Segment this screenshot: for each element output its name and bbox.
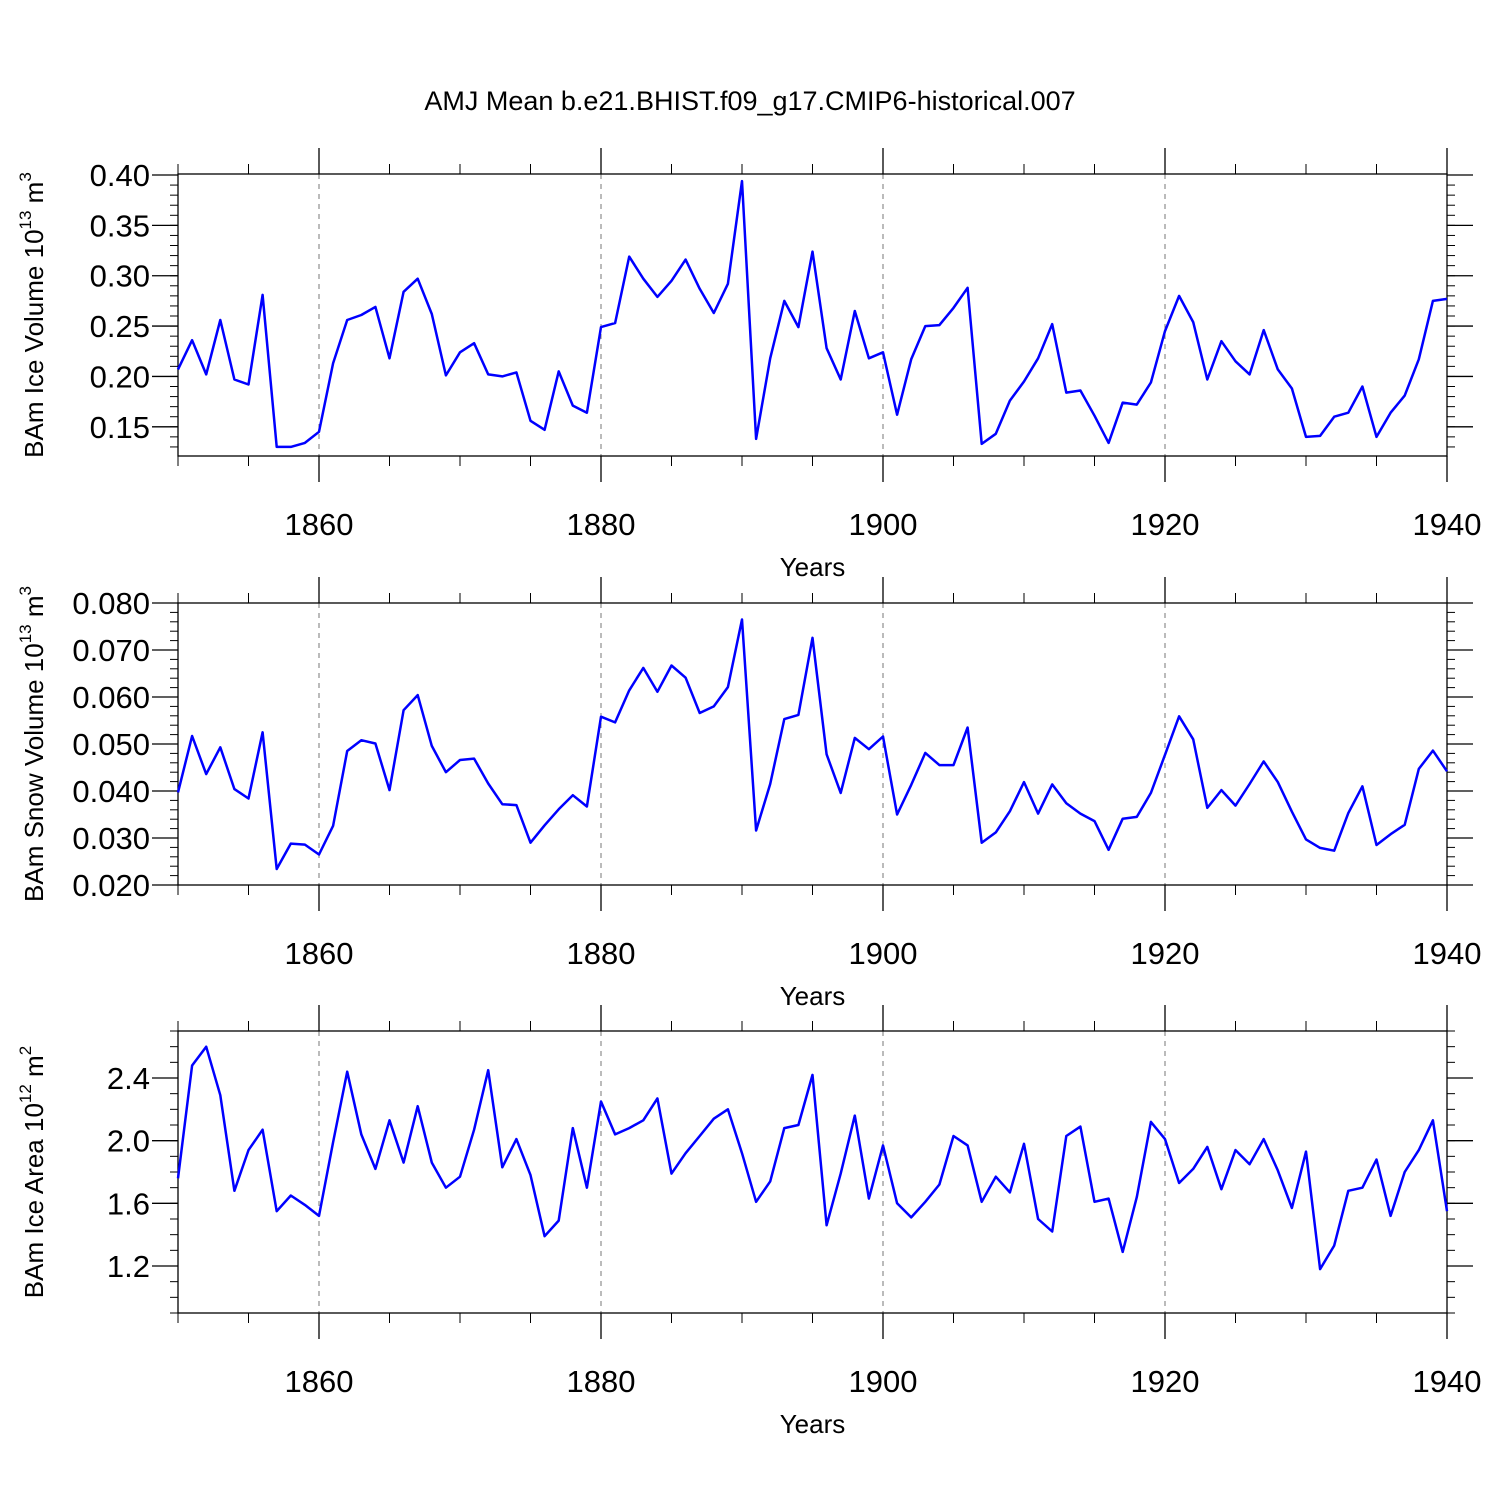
x-tick-label: 1880	[567, 507, 636, 542]
y-tick-label: 0.030	[72, 821, 150, 856]
x-tick-label: 1860	[285, 507, 354, 542]
y-tick-label: 0.040	[72, 774, 150, 809]
y-tick-label: 0.35	[90, 208, 150, 243]
x-tick-label: 1940	[1413, 1364, 1482, 1399]
x-tick-label: 1880	[567, 1364, 636, 1399]
plot-frame	[177, 602, 1448, 886]
panel-1: 0.15 0.20 0.25 0.30 0.35 0.40 1860 1880 1900 1920…	[16, 148, 1481, 582]
x-tick-label: 1940	[1413, 507, 1482, 542]
y-axis-label: BAm Snow Volume 1013 m3	[16, 586, 49, 902]
chart-title: AMJ Mean b.e21.BHIST.f09_g17.CMIP6-histo…	[424, 86, 1075, 116]
x-tick-label: 1920	[1131, 507, 1200, 542]
y-tick-label: 0.050	[72, 727, 150, 762]
x-tick-label: 1860	[285, 936, 354, 971]
y-axis-label: BAm Ice Volume 1013 m3	[16, 172, 49, 458]
data-line	[176, 179, 1448, 449]
y-tick-label: 0.15	[90, 410, 150, 445]
y-tick-label: 0.070	[72, 633, 150, 668]
data-line	[176, 618, 1449, 871]
panel-2: 0.020 0.030 0.040 0.050 0.060 0.070 0.080 1860 1…	[16, 577, 1481, 1011]
y-tick-label: 0.40	[90, 158, 150, 193]
x-tick-label: 1920	[1131, 1364, 1200, 1399]
y-tick-label: 0.25	[90, 309, 150, 344]
y-tick-label: 1.2	[107, 1249, 150, 1284]
y-tick-label: 2.4	[107, 1061, 150, 1096]
x-tick-label: 1900	[849, 936, 918, 971]
x-axis-label: Years	[780, 981, 846, 1011]
plot-frame	[177, 173, 1448, 457]
y-tick-label: 0.060	[72, 680, 150, 715]
y-tick-label: 0.080	[72, 586, 150, 621]
y-tick-label: 0.30	[90, 259, 150, 294]
data-line	[176, 1045, 1449, 1271]
y-axis-label: BAm Ice Area 1012 m2	[16, 1046, 49, 1298]
x-axis-label: Years	[780, 1409, 846, 1439]
x-tick-label: 1900	[849, 1364, 918, 1399]
y-tick-label: 2.0	[107, 1124, 150, 1159]
y-tick-label: 0.020	[72, 868, 150, 903]
y-tick-label: 0.20	[90, 359, 150, 394]
panel-3: 1.2 1.6 2.0 2.4 1860 1880 1900 1920 1940 Years BAm…	[16, 1005, 1481, 1439]
x-tick-label: 1880	[567, 936, 636, 971]
y-tick-label: 1.6	[107, 1186, 150, 1221]
x-tick-label: 1900	[849, 507, 918, 542]
x-tick-label: 1940	[1413, 936, 1482, 971]
plot-frame	[177, 1030, 1448, 1314]
x-tick-label: 1860	[285, 1364, 354, 1399]
x-tick-label: 1920	[1131, 936, 1200, 971]
x-axis-label: Years	[780, 552, 846, 582]
